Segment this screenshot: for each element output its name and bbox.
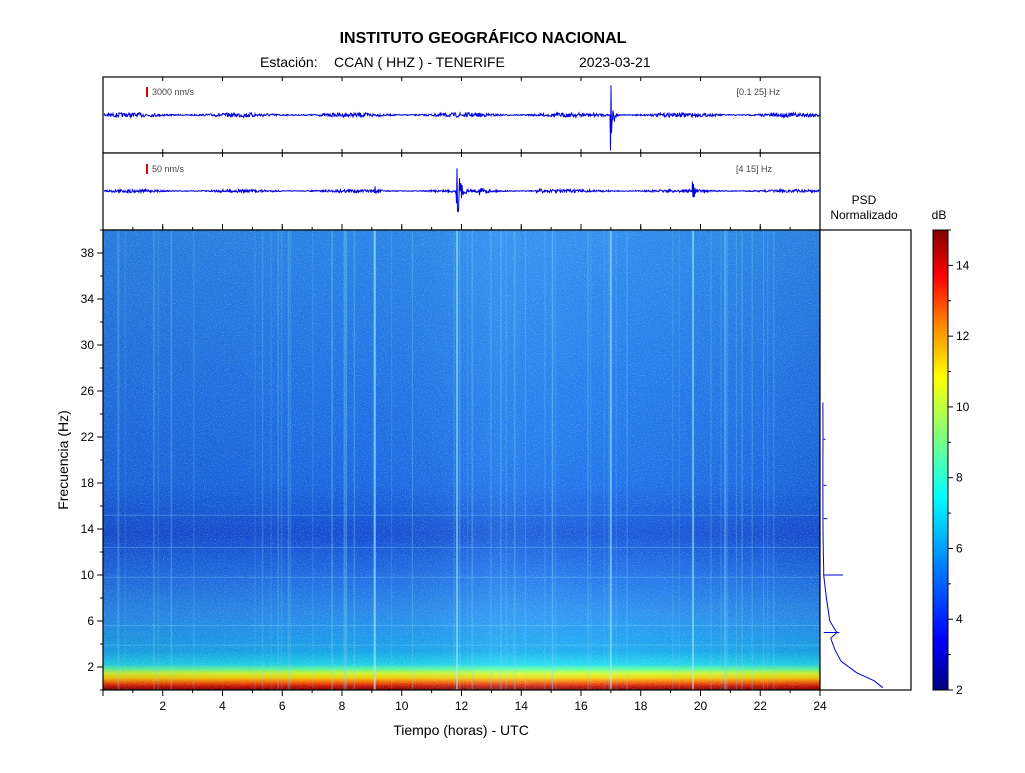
psd-curve [822,402,884,689]
x-axis-label: Tiempo (horas) - UTC [393,722,529,738]
x-tick-label: 18 [634,699,648,713]
colorbar-tick-label: 8 [956,471,963,485]
x-tick-label: 2 [159,699,166,713]
trace-scale-label: 50 nm/s [152,164,185,174]
colorbar-tick-label: 14 [956,258,970,272]
x-tick-label: 10 [395,699,409,713]
figure-title: INSTITUTO GEOGRÁFICO NACIONAL [340,28,627,47]
y-tick-label: 34 [81,292,95,306]
x-tick-label: 4 [219,699,226,713]
station-name: CCAN ( HHZ ) - TENERIFE [334,54,505,70]
x-tick-label: 24 [813,699,827,713]
trace-scale-label: 3000 nm/s [152,87,195,97]
trace-panel-filtered: 50 nm/s [4 15] Hz [102,152,821,231]
station-label: Estación: [260,54,318,70]
colorbar-unit: dB [932,208,947,222]
y-tick-label: 6 [87,614,94,628]
colorbar: 2 4 6 8 10 12 14 [932,229,970,697]
colorbar-tick-label: 2 [956,683,963,697]
y-tick-label: 14 [81,522,95,536]
y-tick-label: 22 [81,430,95,444]
y-tick-label: 10 [81,568,95,582]
y-tick-label: 18 [81,476,95,490]
date-label: 2023-03-21 [579,54,651,70]
trace-band-label: [0.1 25] Hz [736,87,780,97]
psd-subtitle: Normalizado [830,208,898,222]
trace-panel-broadband: 3000 nm/s [0.1 25] Hz [102,76,821,154]
colorbar-tick-label: 6 [956,541,963,555]
x-tick-label: 12 [455,699,469,713]
y-tick-label: 30 [81,338,95,352]
seismic-trace-line [103,85,820,151]
x-tick-label: 16 [574,699,588,713]
x-tick-label: 6 [279,699,286,713]
scale-bar [146,87,148,97]
y-tick-label: 2 [87,660,94,674]
x-tick-label: 8 [339,699,346,713]
seismic-trace-line [103,168,820,213]
colorbar-tick-label: 4 [956,612,963,626]
psd-panel [819,229,912,691]
x-tick-label: 22 [754,699,768,713]
y-tick-label: 38 [81,246,95,260]
scale-bar [146,164,148,174]
colorbar-tick-label: 12 [956,329,970,343]
y-tick-label: 26 [81,384,95,398]
x-tick-label: 14 [515,699,529,713]
psd-title: PSD [852,193,877,207]
y-axis-label: Frecuencia (Hz) [55,410,71,510]
colorbar-tick-label: 10 [956,400,970,414]
trace-band-label: [4 15] Hz [736,164,773,174]
x-tick-label: 20 [694,699,708,713]
